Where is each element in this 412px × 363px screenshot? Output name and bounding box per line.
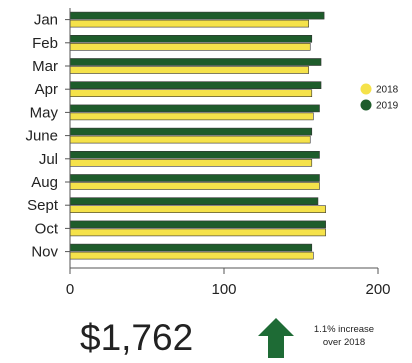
bar-oct-2018 — [69, 228, 326, 237]
bar-sept-2019 — [69, 197, 319, 205]
bar-mar-2019 — [69, 58, 322, 66]
bar-june-2018 — [69, 135, 311, 144]
change-line-2: over 2018 — [322, 337, 366, 348]
bar-mar-2018 — [69, 66, 309, 74]
bar-oct-2019 — [69, 220, 326, 229]
category-label-jan: Jan — [34, 12, 58, 29]
bar-aug-2019 — [69, 174, 320, 182]
up-arrow-icon — [258, 318, 294, 358]
bars-group — [69, 11, 326, 260]
x-axis-ticks: 0 100 200 — [66, 268, 391, 298]
category-label-june: June — [25, 128, 58, 145]
category-labels: Jan Feb Mar Apr May June Jul Aug Sept Oct Nov — [25, 12, 70, 261]
bar-may-2018 — [69, 112, 314, 121]
bar-feb-2019 — [69, 34, 313, 43]
bar-jan-2019 — [69, 11, 325, 20]
total-amount: $1,762 — [80, 317, 194, 358]
legend-swatch-2018 — [360, 83, 372, 95]
x-tick-label: 0 — [66, 281, 74, 298]
bar-jul-2018 — [69, 159, 313, 167]
legend: 2018 2019 — [360, 83, 399, 112]
category-label-apr: Apr — [35, 81, 58, 98]
bar-aug-2018 — [69, 182, 320, 190]
category-label-nov: Nov — [31, 244, 58, 261]
bar-chart: Jan Feb Mar Apr May June Jul Aug Sept Oct Nov 0 100… — [25, 8, 399, 298]
legend-swatch-2019 — [360, 99, 372, 111]
bar-jul-2019 — [69, 151, 320, 159]
change-note: 1.1% increase over 2018 — [302, 323, 386, 349]
bar-may-2019 — [69, 104, 320, 113]
category-label-may: May — [30, 104, 59, 121]
category-label-aug: Aug — [31, 174, 58, 191]
bar-feb-2018 — [69, 42, 311, 51]
bar-sept-2018 — [69, 205, 326, 213]
bar-june-2019 — [69, 127, 313, 136]
bar-nov-2019 — [69, 243, 313, 252]
bar-apr-2019 — [69, 81, 322, 89]
bar-nov-2018 — [69, 251, 314, 260]
category-label-oct: Oct — [35, 220, 59, 237]
category-label-sept: Sept — [27, 197, 59, 214]
x-tick-label: 200 — [365, 281, 390, 298]
change-line-1: 1.1% increase — [313, 324, 375, 335]
bar-jan-2018 — [69, 19, 309, 28]
legend-label-2018: 2018 — [376, 85, 399, 96]
category-label-feb: Feb — [32, 35, 58, 52]
category-label-mar: Mar — [32, 58, 58, 75]
legend-label-2019: 2019 — [376, 101, 399, 112]
x-tick-label: 100 — [211, 281, 236, 298]
category-label-jul: Jul — [39, 151, 58, 168]
bar-apr-2018 — [69, 89, 313, 97]
